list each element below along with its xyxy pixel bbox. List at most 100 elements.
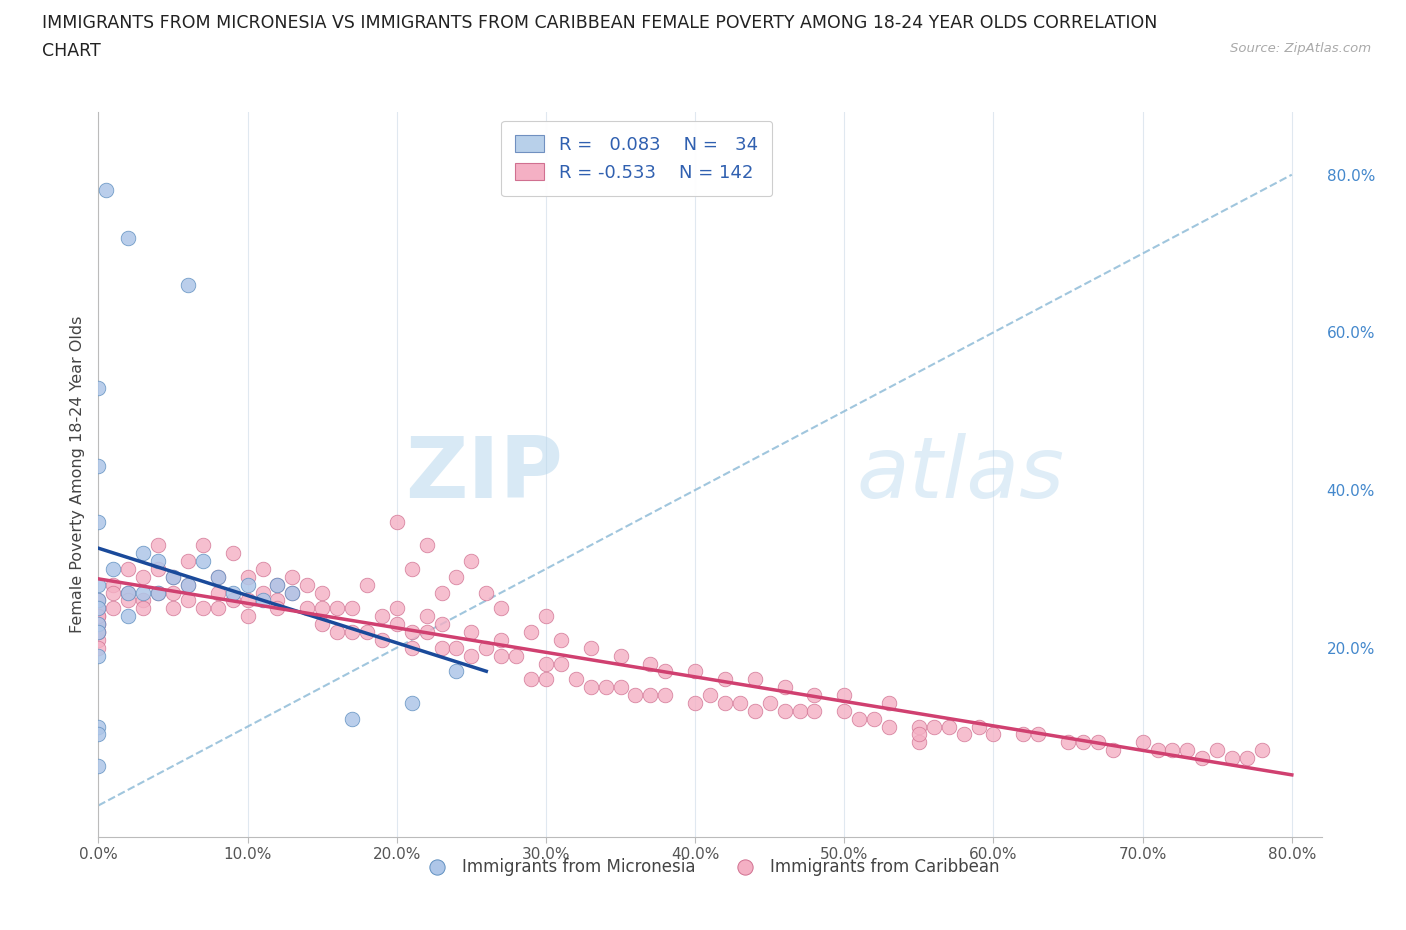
Point — [87, 514, 110, 529]
Point — [103, 585, 125, 600]
Point — [297, 601, 319, 616]
Point — [177, 553, 200, 568]
Point — [446, 641, 468, 656]
Point — [236, 609, 259, 624]
Point — [534, 656, 557, 671]
Point — [385, 514, 408, 529]
Point — [146, 585, 169, 600]
Point — [266, 601, 288, 616]
Point — [534, 609, 557, 624]
Point — [728, 696, 751, 711]
Point — [103, 601, 125, 616]
Point — [87, 719, 110, 734]
Point — [132, 546, 155, 561]
Point — [177, 593, 200, 608]
Point — [356, 625, 378, 640]
Point — [371, 609, 394, 624]
Point — [311, 617, 333, 631]
Point — [430, 585, 453, 600]
Point — [401, 641, 423, 656]
Point — [266, 578, 288, 592]
Text: CHART: CHART — [42, 42, 101, 60]
Point — [534, 671, 557, 686]
Point — [207, 569, 229, 584]
Point — [401, 625, 423, 640]
Point — [877, 719, 900, 734]
Point — [162, 569, 184, 584]
Point — [773, 703, 796, 718]
Y-axis label: Female Poverty Among 18-24 Year Olds: Female Poverty Among 18-24 Year Olds — [69, 315, 84, 633]
Point — [87, 609, 110, 624]
Point — [1101, 743, 1123, 758]
Point — [236, 578, 259, 592]
Point — [1161, 743, 1184, 758]
Point — [385, 617, 408, 631]
Point — [446, 569, 468, 584]
Point — [87, 609, 110, 624]
Point — [565, 671, 588, 686]
Point — [117, 585, 139, 600]
Point — [177, 578, 200, 592]
Point — [103, 562, 125, 577]
Point — [624, 687, 647, 702]
Point — [640, 656, 662, 671]
Point — [415, 625, 437, 640]
Point — [1146, 743, 1168, 758]
Point — [489, 648, 512, 663]
Point — [207, 601, 229, 616]
Point — [146, 562, 169, 577]
Point — [132, 593, 155, 608]
Point — [654, 664, 676, 679]
Point — [640, 687, 662, 702]
Point — [922, 719, 945, 734]
Point — [460, 648, 482, 663]
Point — [162, 569, 184, 584]
Point — [162, 601, 184, 616]
Point — [281, 569, 304, 584]
Point — [1251, 743, 1274, 758]
Point — [609, 680, 631, 695]
Text: atlas: atlas — [856, 432, 1064, 516]
Point — [1177, 743, 1199, 758]
Point — [87, 459, 110, 474]
Point — [609, 648, 631, 663]
Point — [832, 703, 855, 718]
Point — [87, 601, 110, 616]
Point — [266, 578, 288, 592]
Point — [87, 648, 110, 663]
Point — [550, 632, 572, 647]
Point — [1220, 751, 1243, 765]
Point — [87, 617, 110, 631]
Point — [87, 625, 110, 640]
Point — [789, 703, 811, 718]
Point — [281, 585, 304, 600]
Point — [832, 687, 855, 702]
Point — [908, 719, 931, 734]
Point — [103, 578, 125, 592]
Point — [401, 562, 423, 577]
Point — [117, 609, 139, 624]
Point — [252, 562, 274, 577]
Point — [415, 538, 437, 552]
Point — [87, 727, 110, 742]
Point — [848, 711, 870, 726]
Point — [430, 617, 453, 631]
Point — [489, 601, 512, 616]
Point — [236, 593, 259, 608]
Point — [297, 578, 319, 592]
Point — [340, 601, 363, 616]
Point — [415, 609, 437, 624]
Point — [117, 562, 139, 577]
Point — [87, 625, 110, 640]
Point — [1026, 727, 1049, 742]
Point — [132, 601, 155, 616]
Point — [326, 601, 349, 616]
Point — [489, 632, 512, 647]
Point — [87, 625, 110, 640]
Point — [221, 546, 243, 561]
Point — [177, 278, 200, 293]
Point — [475, 585, 498, 600]
Point — [87, 617, 110, 631]
Point — [191, 553, 214, 568]
Point — [356, 578, 378, 592]
